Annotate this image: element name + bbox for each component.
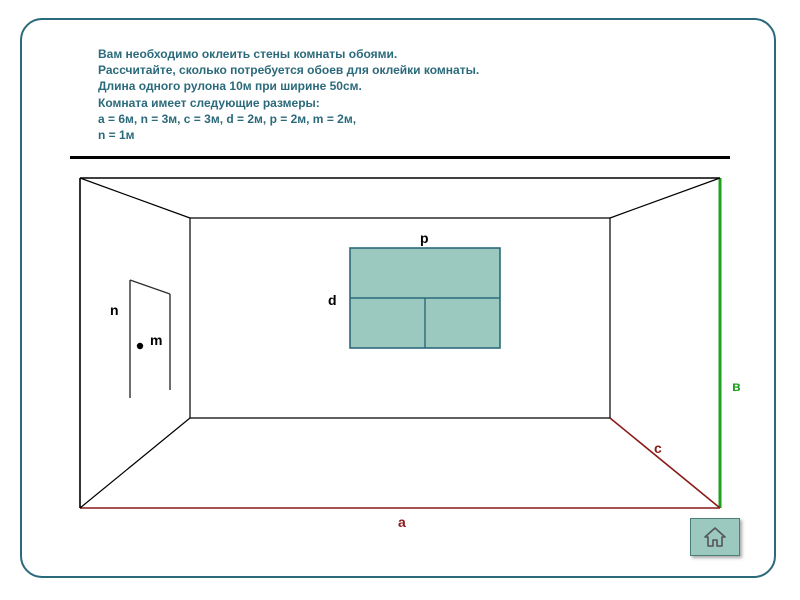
- door-knob: [137, 343, 143, 349]
- persp-tl: [80, 178, 190, 218]
- text-line-1: Вам необходимо оклеить стены комнаты обо…: [98, 47, 397, 61]
- text-line-2: Рассчитайте, сколько потребуется обоев д…: [98, 63, 479, 77]
- home-button[interactable]: [690, 518, 740, 556]
- label-n: n: [110, 302, 119, 318]
- label-p: p: [420, 230, 429, 246]
- text-line-5: a = 6м, n = 3м, c = 3м, d = 2м, p = 2м, …: [98, 112, 356, 126]
- door-top-edge: [130, 280, 170, 294]
- persp-br-c: [610, 418, 720, 508]
- problem-text: Вам необходимо оклеить стены комнаты обо…: [98, 46, 698, 143]
- label-b: в: [732, 378, 741, 394]
- label-m: m: [150, 332, 162, 348]
- text-line-6: n = 1м: [98, 128, 135, 142]
- home-icon: [702, 526, 728, 548]
- label-a: a: [398, 514, 406, 530]
- text-line-4: Комната имеет следующие размеры:: [98, 96, 320, 110]
- label-d: d: [328, 292, 337, 308]
- persp-tr: [610, 178, 720, 218]
- slide-frame: Вам необходимо оклеить стены комнаты обо…: [20, 18, 776, 578]
- label-c: c: [654, 440, 662, 456]
- text-line-3: Длина одного рулона 10м при ширине 50см.: [98, 79, 362, 93]
- persp-bl: [80, 418, 190, 508]
- divider-rule: [70, 156, 730, 159]
- room-diagram: [70, 168, 730, 528]
